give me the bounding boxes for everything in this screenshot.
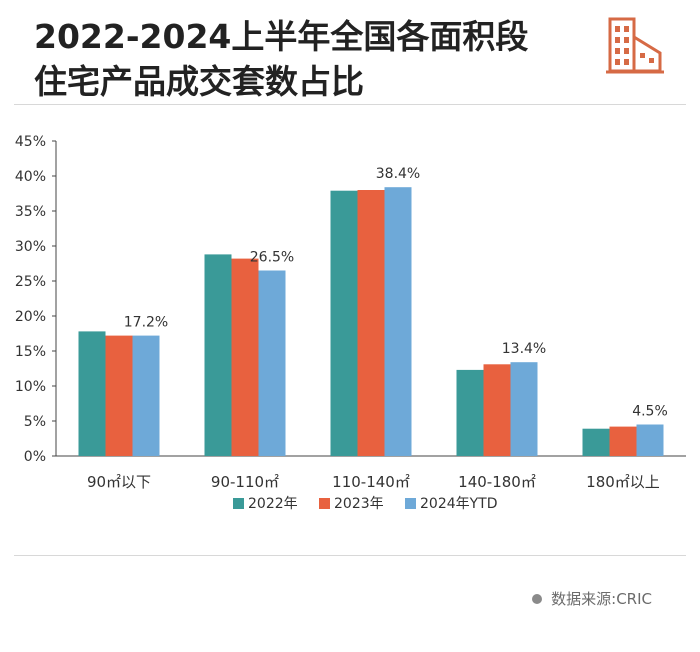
- bar-2022: [456, 369, 484, 456]
- bar-2023: [231, 258, 259, 456]
- bar-2024: [510, 362, 538, 456]
- chart-title: 2022-2024上半年全国各面积段 住宅产品成交套数占比: [34, 14, 574, 104]
- bar-2024: [384, 187, 412, 456]
- legend-swatch: [405, 498, 416, 509]
- y-tick-label: 40%: [15, 169, 46, 185]
- data-label: 4.5%: [632, 404, 668, 420]
- legend-label: 2024年YTD: [420, 496, 498, 512]
- y-tick-label: 30%: [15, 239, 46, 255]
- bar-2024: [636, 424, 664, 456]
- title-line-1: 2022-2024上半年全国各面积段: [34, 17, 529, 56]
- bar-2022: [204, 254, 232, 456]
- bullet-icon: [532, 593, 543, 604]
- bar-2024: [132, 335, 160, 456]
- bar-2022: [582, 428, 610, 456]
- y-tick-label: 0%: [24, 449, 46, 465]
- y-tick-label: 20%: [15, 309, 46, 325]
- data-label: 26.5%: [250, 250, 294, 266]
- bar-2023: [609, 426, 637, 456]
- y-tick-label: 5%: [24, 414, 46, 430]
- bottom-divider: [14, 555, 686, 556]
- top-divider: [14, 104, 686, 105]
- bar-2023: [483, 364, 511, 456]
- bar-2023: [105, 335, 133, 456]
- y-tick-label: 15%: [15, 344, 46, 360]
- category-label: 90㎡以下: [87, 473, 151, 491]
- bar-2023: [357, 190, 385, 456]
- data-label: 17.2%: [124, 315, 168, 331]
- bar-2024: [258, 270, 286, 456]
- legend-swatch: [319, 498, 330, 509]
- source-note: 数据来源:CRIC: [532, 588, 652, 609]
- legend-label: 2022年: [248, 496, 298, 512]
- category-label: 110-140㎡: [332, 473, 410, 491]
- y-tick-label: 45%: [15, 134, 46, 150]
- data-label: 38.4%: [376, 166, 420, 182]
- bar-chart: 0% 5% 10% 15% 20% 25% 30% 35% 40% 45% 17.2% 90㎡以下 26…: [15, 134, 686, 512]
- building-icon: [606, 17, 664, 74]
- bar-2022: [78, 331, 106, 456]
- title-line-2: 住宅产品成交套数占比: [34, 62, 364, 101]
- legend-label: 2023年: [334, 496, 384, 512]
- y-tick-label: 10%: [15, 379, 46, 395]
- source-text: 数据来源:CRIC: [551, 590, 652, 608]
- y-tick-label: 25%: [15, 274, 46, 290]
- category-label: 180㎡以上: [586, 473, 660, 491]
- legend-swatch: [233, 498, 244, 509]
- category-label: 90-110㎡: [211, 473, 279, 491]
- data-label: 13.4%: [502, 341, 546, 357]
- bar-2022: [330, 190, 358, 456]
- category-label: 140-180㎡: [458, 473, 536, 491]
- y-tick-label: 35%: [15, 204, 46, 220]
